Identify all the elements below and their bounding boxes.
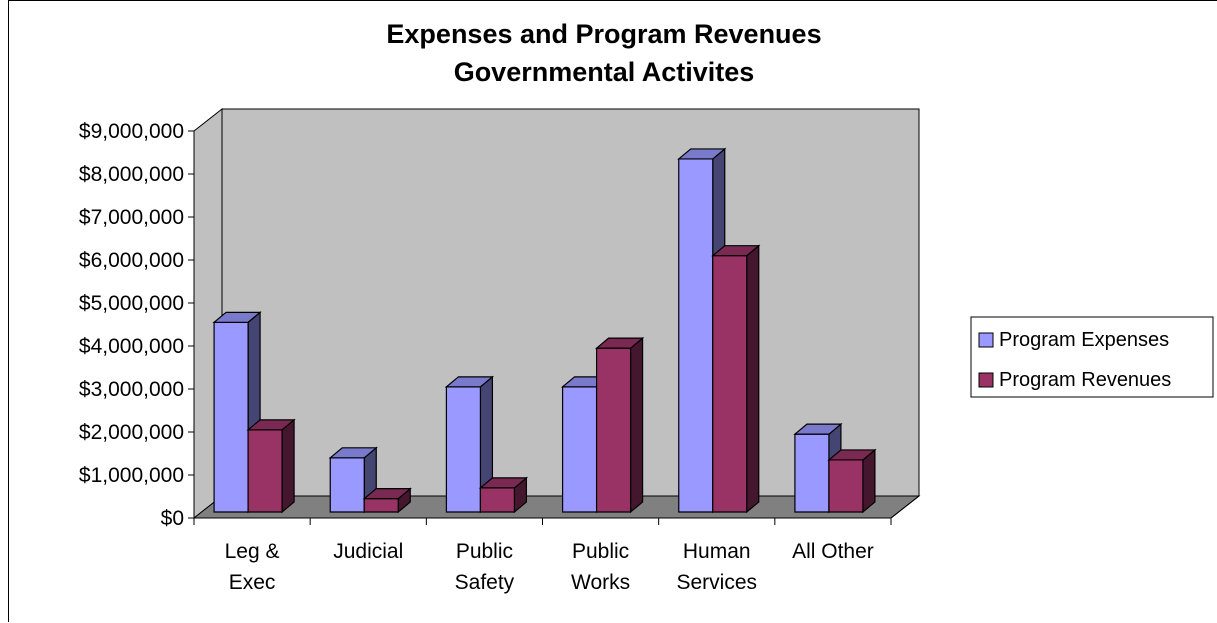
x-tick-label: Leg & Exec [225,540,280,594]
bar-program-revenues [478,476,529,514]
legend-swatch [978,372,994,388]
x-tick-label: Human Services [676,540,757,594]
x-tick-label: Judicial [333,540,403,563]
legend-label: Program Revenues [999,369,1171,391]
bar-series [212,147,877,514]
legend-box [970,316,1214,398]
x-tick-label: Public Safety [455,540,515,594]
bar-program-revenues [594,336,645,514]
bar-program-expenses [444,375,495,514]
x-axis-edge [890,495,920,519]
chart-title-line: Governmental Activites [454,57,755,87]
x-tick-label: All Other [792,540,874,563]
chart-title-line: Expenses and Program Revenues [386,19,821,49]
bar-program-revenues [246,418,296,514]
bar-chart: $0 $1,000,000 $2,000,000 $3,000,000 $4,000,0… [79,19,1214,594]
y-tick-label: $3,000,000 [79,378,184,401]
y-tick-label: $4,000,000 [79,335,184,358]
chart-frame: $0 $1,000,000 $2,000,000 $3,000,000 $4,000,0… [8,0,1217,622]
bar-program-revenues [711,244,761,514]
y-tick-label: $0 [161,507,184,530]
y-tick-label: $8,000,000 [79,163,184,186]
y-tick-label: $7,000,000 [79,206,184,229]
legend: Program Expenses Program Revenues [970,316,1214,398]
y-tick-label: $9,000,000 [79,120,184,143]
y-tick-label: $6,000,000 [79,249,184,272]
chart-title: Expenses and Program Revenues Governmenta… [386,19,821,87]
y-tick-label: $5,000,000 [79,292,184,315]
y-tick-label: $1,000,000 [79,464,184,487]
bar-program-revenues [362,487,412,514]
legend-swatch [978,332,994,348]
legend-label: Program Expenses [999,329,1169,351]
x-axis: Leg & Exec Judicial Public Safety Public Works… [193,495,920,594]
bar-program-revenues [827,448,877,514]
y-tick-label: $2,000,000 [79,421,184,444]
x-tick-label: Public Works [571,540,630,594]
y-axis: $0 $1,000,000 $2,000,000 $3,000,000 $4,000,0… [79,120,195,530]
